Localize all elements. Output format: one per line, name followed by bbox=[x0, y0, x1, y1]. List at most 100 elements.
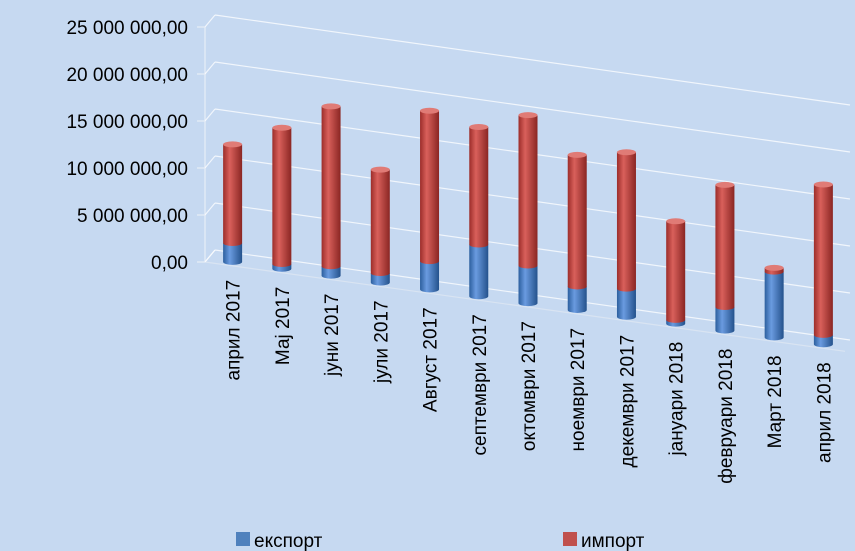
y-tick-label: 5 000 000,00 bbox=[77, 206, 188, 227]
bar-segment-import-body bbox=[420, 110, 440, 265]
bar-segment-export bbox=[567, 286, 587, 313]
gridline-side bbox=[204, 155, 216, 169]
gridline bbox=[214, 61, 851, 153]
legend-swatch-import bbox=[563, 532, 577, 546]
bar-segment-import-body bbox=[715, 184, 735, 311]
bar-segment-import-cap bbox=[469, 124, 489, 131]
bar-segment-export bbox=[223, 243, 243, 265]
gridline-side bbox=[204, 61, 216, 75]
bar-stack bbox=[420, 107, 440, 293]
bar-segment-export bbox=[764, 271, 784, 341]
y-tick-label: 0,00 bbox=[151, 253, 188, 274]
bar-segment-export bbox=[370, 273, 390, 286]
bar-segment-import bbox=[666, 218, 686, 323]
bar-segment-import bbox=[420, 107, 440, 265]
bar-segment-export bbox=[420, 261, 440, 293]
bar-segment-import-cap bbox=[666, 218, 686, 225]
bar-segment-import-body bbox=[567, 154, 587, 290]
bar-stack bbox=[715, 181, 735, 334]
bar-segment-import-body bbox=[813, 184, 833, 338]
bar-segment-export-body bbox=[567, 286, 587, 313]
bar-segment-export-body bbox=[616, 288, 636, 320]
x-tick-label: Март 2018 bbox=[765, 355, 786, 448]
bar-stack bbox=[370, 166, 390, 286]
y-tick-label: 15 000 000,00 bbox=[66, 112, 188, 133]
bars bbox=[223, 103, 833, 348]
legend-label-export: експорт bbox=[254, 531, 323, 551]
x-tick-label: септември 2017 bbox=[470, 314, 491, 455]
x-tick-label: јануари 2018 bbox=[667, 342, 688, 457]
bar-segment-import bbox=[567, 151, 587, 290]
bar-segment-export bbox=[715, 307, 735, 334]
bar-segment-export-body bbox=[420, 261, 440, 293]
gridline-side bbox=[204, 249, 216, 263]
bar-segment-export-body bbox=[321, 266, 341, 279]
bar-segment-import-body bbox=[666, 221, 686, 323]
bar-segment-export-body bbox=[764, 271, 784, 341]
bar-stack bbox=[469, 124, 489, 300]
bar-segment-import-cap bbox=[813, 181, 833, 188]
bar-stack bbox=[813, 181, 833, 348]
bar-stack bbox=[567, 151, 587, 313]
bar-segment-import-body bbox=[518, 115, 538, 269]
legend: експорт импорт bbox=[236, 531, 645, 551]
bar-segment-export bbox=[813, 334, 833, 348]
bar-segment-import bbox=[469, 124, 489, 248]
gridline-side bbox=[204, 108, 216, 122]
x-tick-label: Август 2017 bbox=[421, 307, 442, 412]
bar-segment-import-cap bbox=[616, 149, 636, 156]
y-axis-ticks: 0,00 5 000 000,00 10 000 000,00 15 000 000,… bbox=[66, 18, 205, 274]
bar-segment-import bbox=[321, 103, 341, 270]
bar-stack bbox=[223, 141, 243, 265]
bar-stack bbox=[321, 103, 341, 279]
bar-stack bbox=[666, 218, 686, 327]
bar-stack bbox=[272, 124, 292, 272]
bar-segment-import bbox=[223, 141, 243, 247]
bar-segment-export-body bbox=[223, 243, 243, 265]
bar-stack bbox=[764, 264, 784, 341]
x-tick-label: ноември 2017 bbox=[568, 328, 589, 452]
bar-stack bbox=[616, 149, 636, 320]
x-tick-label: октомври 2017 bbox=[519, 321, 540, 451]
bar-segment-import-cap bbox=[370, 166, 390, 173]
bar-segment-import bbox=[272, 124, 292, 268]
bar-segment-export-body bbox=[715, 307, 735, 334]
bar-segment-import bbox=[518, 112, 538, 269]
bar-segment-export-body bbox=[370, 273, 390, 286]
legend-label-import: импорт bbox=[581, 531, 645, 551]
floor-front-edge bbox=[204, 261, 846, 352]
bar-segment-import-body bbox=[469, 127, 489, 248]
bar-segment-export-body bbox=[469, 244, 489, 300]
x-tick-label: јули 2017 bbox=[371, 300, 392, 384]
bar-stack bbox=[518, 112, 538, 307]
y-tick-label: 25 000 000,00 bbox=[66, 18, 188, 39]
bar-segment-import-cap bbox=[321, 103, 341, 110]
bar-segment-import-cap bbox=[715, 181, 735, 188]
bar-segment-import-body bbox=[370, 169, 390, 277]
bar-segment-export bbox=[469, 244, 489, 300]
y-tick-label: 20 000 000,00 bbox=[66, 65, 188, 86]
y-tick-label: 10 000 000,00 bbox=[66, 159, 188, 180]
bar-segment-import-cap bbox=[272, 124, 292, 131]
bar-segment-import bbox=[813, 181, 833, 338]
bar-segment-export bbox=[616, 288, 636, 320]
bar-segment-export bbox=[518, 265, 538, 307]
bar-segment-import-cap bbox=[223, 141, 243, 148]
bar-segment-export-body bbox=[813, 334, 833, 348]
bar-segment-import-body bbox=[616, 152, 636, 292]
bar-segment-import-body bbox=[272, 127, 292, 268]
bar-segment-import bbox=[764, 264, 784, 275]
x-tick-label: декември 2017 bbox=[617, 335, 638, 468]
bar-segment-import bbox=[616, 149, 636, 292]
bar-segment-import-body bbox=[223, 144, 243, 247]
bar-segment-import-cap bbox=[420, 107, 440, 114]
bar-segment-import bbox=[715, 181, 735, 311]
gridline bbox=[214, 14, 851, 106]
bar-segment-import bbox=[370, 166, 390, 277]
x-tick-label: февруари 2018 bbox=[716, 349, 737, 484]
x-tick-label: април 2017 bbox=[224, 280, 245, 381]
bar-segment-import-body bbox=[321, 106, 341, 270]
bar-segment-import-cap bbox=[518, 112, 538, 119]
bar-segment-import-cap bbox=[567, 151, 587, 158]
